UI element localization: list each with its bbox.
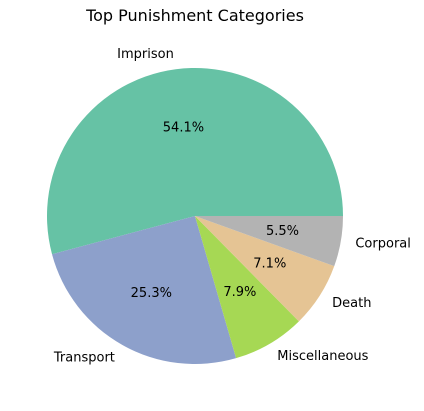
chart-title: Top Punishment Categories bbox=[86, 6, 304, 25]
pie-slice-miscellaneous bbox=[195, 216, 299, 359]
slice-label-miscellaneous: Miscellaneous bbox=[277, 349, 368, 364]
slice-percent-transport: 25.3% bbox=[131, 286, 172, 301]
pie-slice-transport bbox=[52, 216, 237, 364]
slice-label-corporal: Corporal bbox=[355, 237, 411, 252]
slice-percent-corporal: 5.5% bbox=[266, 224, 299, 239]
pie-slice-imprison bbox=[47, 68, 343, 255]
slice-percent-miscellaneous: 7.9% bbox=[223, 285, 256, 300]
slice-label-death: Death bbox=[332, 296, 371, 311]
slice-label-imprison: Imprison bbox=[117, 47, 174, 62]
slice-percent-imprison: 54.1% bbox=[163, 120, 204, 135]
slice-percent-death: 7.1% bbox=[253, 256, 286, 271]
pie-slice-death bbox=[195, 216, 335, 322]
pie-slice-corporal bbox=[195, 216, 343, 267]
slice-label-transport: Transport bbox=[53, 350, 115, 365]
